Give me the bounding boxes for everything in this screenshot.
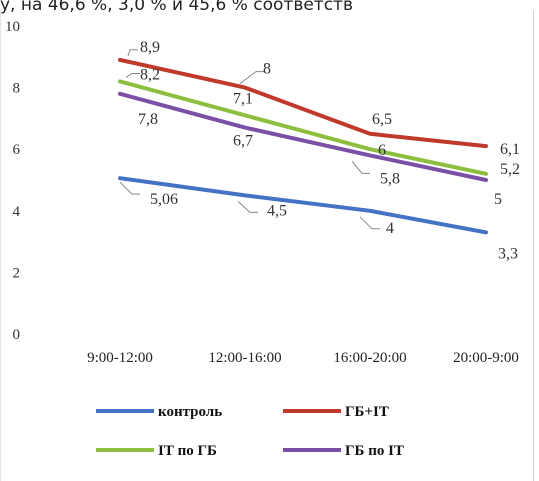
data-label: 7,8 <box>138 111 158 128</box>
data-label-leader <box>359 216 380 230</box>
frame-right-border <box>533 10 534 481</box>
data-label-leader <box>351 161 370 174</box>
x-tick-label: 20:00-9:00 <box>453 350 519 366</box>
data-label-leader <box>125 72 140 78</box>
data-label: 4,5 <box>267 202 287 219</box>
series-line-1 <box>118 57 488 149</box>
y-tick-label: 0 <box>13 327 21 343</box>
data-label: 8 <box>263 61 271 78</box>
data-label: 8,2 <box>140 66 160 83</box>
y-tick-label: 10 <box>5 19 20 35</box>
data-label: 6 <box>378 142 386 159</box>
data-label: 7,1 <box>233 90 253 107</box>
x-axis: 9:00-12:00 12:00-16:00 16:00-20:00 20:00-9:… <box>87 350 519 366</box>
y-tick-label: 6 <box>13 142 21 158</box>
data-label: 5,8 <box>380 170 400 187</box>
y-tick-label: 8 <box>13 81 21 97</box>
data-label-leader <box>237 201 258 213</box>
data-label: 5,06 <box>150 191 178 208</box>
x-tick-label: 9:00-12:00 <box>87 350 153 366</box>
data-label: 4 <box>386 220 394 237</box>
data-label: 6,7 <box>233 133 253 150</box>
series-lines <box>118 57 488 235</box>
data-label-leader <box>127 49 138 57</box>
data-label: 5 <box>494 191 502 208</box>
series-line-3 <box>118 91 488 182</box>
data-labels: 5,06 4,5 4 3,3 8,9 8 6,5 6,1 8,2 7,1 6 5,2 7,8 6,7 5,8… <box>119 39 520 262</box>
legend-label: ГБ+ІТ <box>345 404 389 420</box>
y-tick-label: 4 <box>13 204 21 220</box>
frame-left-border <box>0 10 1 481</box>
y-axis: 0 2 4 6 8 10 <box>5 19 21 343</box>
legend-label: ІТ по ГБ <box>158 443 217 459</box>
legend: контроль ГБ+ІТ ІТ по ГБ ГБ по ІТ <box>96 404 404 459</box>
series-line-0 <box>118 176 488 235</box>
data-label-leader <box>119 181 140 195</box>
data-label-leader <box>239 71 264 84</box>
data-label: 3,3 <box>498 245 518 262</box>
legend-label: ГБ по ІТ <box>345 443 404 459</box>
x-tick-label: 16:00-20:00 <box>333 350 406 366</box>
legend-label: контроль <box>158 404 222 420</box>
data-label: 6,1 <box>500 141 520 158</box>
data-label: 8,9 <box>140 39 160 56</box>
data-label: 5,2 <box>500 161 520 178</box>
caption-text: у, на 46,6 %, 3,0 % и 45,6 % соответств <box>0 0 353 15</box>
data-label: 6,5 <box>372 111 392 128</box>
x-tick-label: 12:00-16:00 <box>208 350 281 366</box>
series-line-2 <box>118 79 488 176</box>
y-tick-label: 2 <box>13 265 21 281</box>
